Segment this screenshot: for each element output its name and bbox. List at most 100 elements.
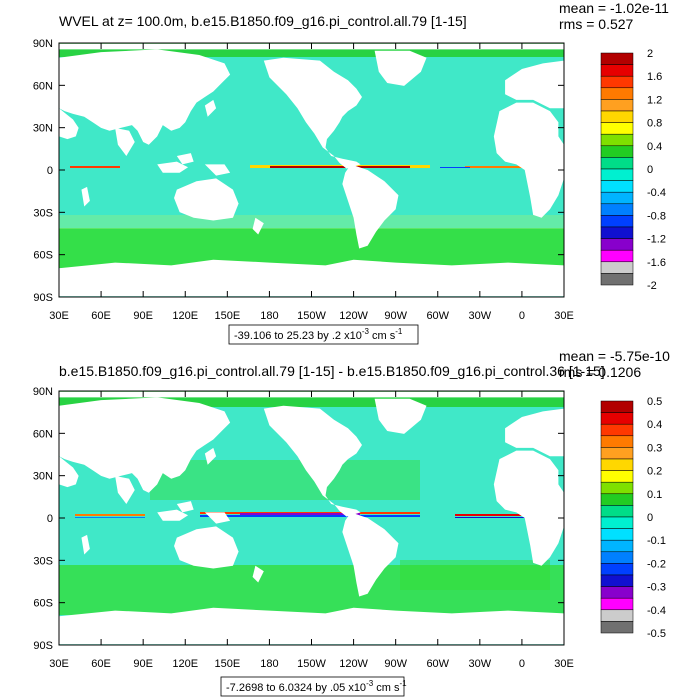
panel-1-title: WVEL at z= 100.0m, b.e15.B1850.f09_g16.p… (59, 13, 467, 29)
colorbar-label: 0.5 (647, 396, 662, 408)
colorbar-swatch (600, 539, 634, 553)
colorbar-swatch (600, 609, 634, 622)
colorbar-swatch (600, 110, 634, 123)
panel-2: b.e15.B1850.f09_g16.pi_control.all.79 [1… (33, 348, 670, 697)
colorbar-swatch (600, 412, 634, 425)
panel-2-range-box (220, 676, 405, 697)
colorbar-swatch (600, 563, 634, 576)
colorbar-swatch (600, 621, 634, 634)
colorbar-label: -0.4 (647, 605, 666, 617)
colorbar-swatch (600, 586, 634, 599)
colorbar-swatch (600, 273, 634, 286)
panel-1-map (59, 43, 564, 297)
lon-tick-label: 30E (554, 658, 574, 670)
colorbar-swatch (600, 400, 634, 413)
colorbar-swatch (600, 145, 634, 158)
lon-tick-label: 180 (260, 310, 278, 322)
colorbar-label: -0.8 (647, 210, 666, 222)
colorbar-label: 0 (647, 512, 653, 524)
colorbar-swatch (600, 597, 634, 611)
colorbar-label: -0.5 (647, 628, 666, 640)
lon-tick-label: 120E (172, 310, 198, 322)
colorbar-swatch (600, 528, 634, 541)
lat-tick-label: 30S (33, 555, 53, 567)
colorbar-label: 1.6 (647, 71, 662, 83)
colorbar-swatch (600, 458, 634, 471)
colorbar-swatch (600, 481, 634, 495)
lon-tick-label: 120W (339, 310, 368, 322)
lat-tick-label: 60N (33, 428, 53, 440)
colorbar-swatch (600, 470, 634, 483)
colorbar-swatch (600, 574, 634, 587)
colorbar-swatch (600, 505, 634, 518)
lon-tick-label: 90W (384, 658, 407, 670)
lon-tick-label: 180 (260, 658, 278, 670)
colorbar-swatch (600, 435, 634, 448)
colorbar-swatch (600, 157, 634, 170)
colorbar-label: 0.4 (647, 419, 662, 431)
panel-2-lon-labels: 30E 60E 90E 120E 150E 180 150W 120W 90W 60W 30W 0 30… (49, 658, 574, 670)
lat-tick-label: 0 (47, 165, 53, 177)
colorbar-swatch (600, 87, 634, 100)
colorbar-swatch (600, 551, 634, 564)
lon-tick-label: 90E (133, 310, 153, 322)
colorbar-swatch (600, 238, 634, 251)
lon-tick-label: 120E (172, 658, 198, 670)
lat-tick-label: 0 (47, 513, 53, 525)
lon-tick-label: 120W (339, 658, 368, 670)
panel-1: WVEL at z= 100.0m, b.e15.B1850.f09_g16.p… (33, 0, 669, 345)
colorbar-swatch (600, 64, 634, 77)
lon-tick-label: 30W (469, 658, 492, 670)
panel-1-range-box (228, 324, 419, 345)
lon-tick-label: 30W (469, 310, 492, 322)
panel-2-title: b.e15.B1850.f09_g16.pi_control.all.79 [1… (59, 363, 605, 379)
colorbar-label: 2 (647, 48, 653, 60)
lat-tick-label: 90N (33, 386, 53, 398)
colorbar-swatch (600, 423, 634, 437)
panel-1-range-label: -39.106 to 25.23 by .2 x10-3 cm s-1 (234, 327, 403, 342)
colorbar-label: -0.4 (647, 187, 666, 199)
colorbar-label: -1.2 (647, 234, 666, 246)
lon-tick-label: 60E (91, 658, 111, 670)
lon-tick-label: 90W (384, 310, 407, 322)
colorbar-swatch (600, 168, 634, 181)
colorbar-label: 0.4 (647, 141, 662, 153)
colorbar-swatch (600, 191, 634, 205)
panel-1-colorbar: 2 1.6 1.2 0.8 0.4 0 -0.4 -0.8 -1.2 -1.6 -2 (600, 48, 666, 292)
colorbar-label: -1.6 (647, 257, 666, 269)
lat-tick-label: 60N (33, 80, 53, 92)
colorbar-swatch (600, 215, 634, 228)
lon-tick-label: 60E (91, 310, 111, 322)
lat-tick-label: 90N (33, 38, 53, 50)
lat-tick-label: 60S (33, 598, 53, 610)
lon-tick-label: 150W (297, 658, 326, 670)
colorbar-swatch (600, 249, 634, 263)
lon-tick-label: 30E (49, 310, 69, 322)
lon-tick-label: 150E (214, 310, 240, 322)
colorbar-label: 0.2 (647, 466, 662, 478)
colorbar-label: -2 (647, 280, 657, 292)
panel-1-lat-labels: 90N 60N 30N 0 30S 60S 90S (33, 38, 53, 304)
lon-tick-label: 30E (49, 658, 69, 670)
panel-2-rms: rms = 0.1206 (559, 364, 641, 380)
lon-tick-label: 150W (297, 310, 326, 322)
colorbar-swatch (600, 493, 634, 506)
panel-1-mean: mean = -1.02e-11 (559, 0, 669, 16)
panel-2-colorbar: 0.5 0.4 0.3 0.2 0.1 0 -0.1 -0.2 -0.3 -0.4 -0.5 (600, 396, 666, 640)
colorbar-swatch (600, 133, 634, 147)
lat-tick-label: 90S (33, 292, 53, 304)
lat-tick-label: 90S (33, 640, 53, 652)
colorbar-swatch (600, 75, 634, 89)
colorbar-label: 0.8 (647, 118, 662, 130)
panel-1-rms: rms = 0.527 (559, 16, 634, 32)
colorbar-label: -0.3 (647, 582, 666, 594)
lon-tick-label: 30E (554, 310, 574, 322)
lon-tick-label: 90E (133, 658, 153, 670)
colorbar-label: 0.1 (647, 489, 662, 501)
panel-2-axis-ticks (58, 390, 565, 646)
lon-tick-label: 60W (426, 310, 449, 322)
colorbar-label: 0 (647, 164, 653, 176)
lat-tick-label: 30N (33, 123, 53, 135)
lat-tick-label: 30N (33, 471, 53, 483)
